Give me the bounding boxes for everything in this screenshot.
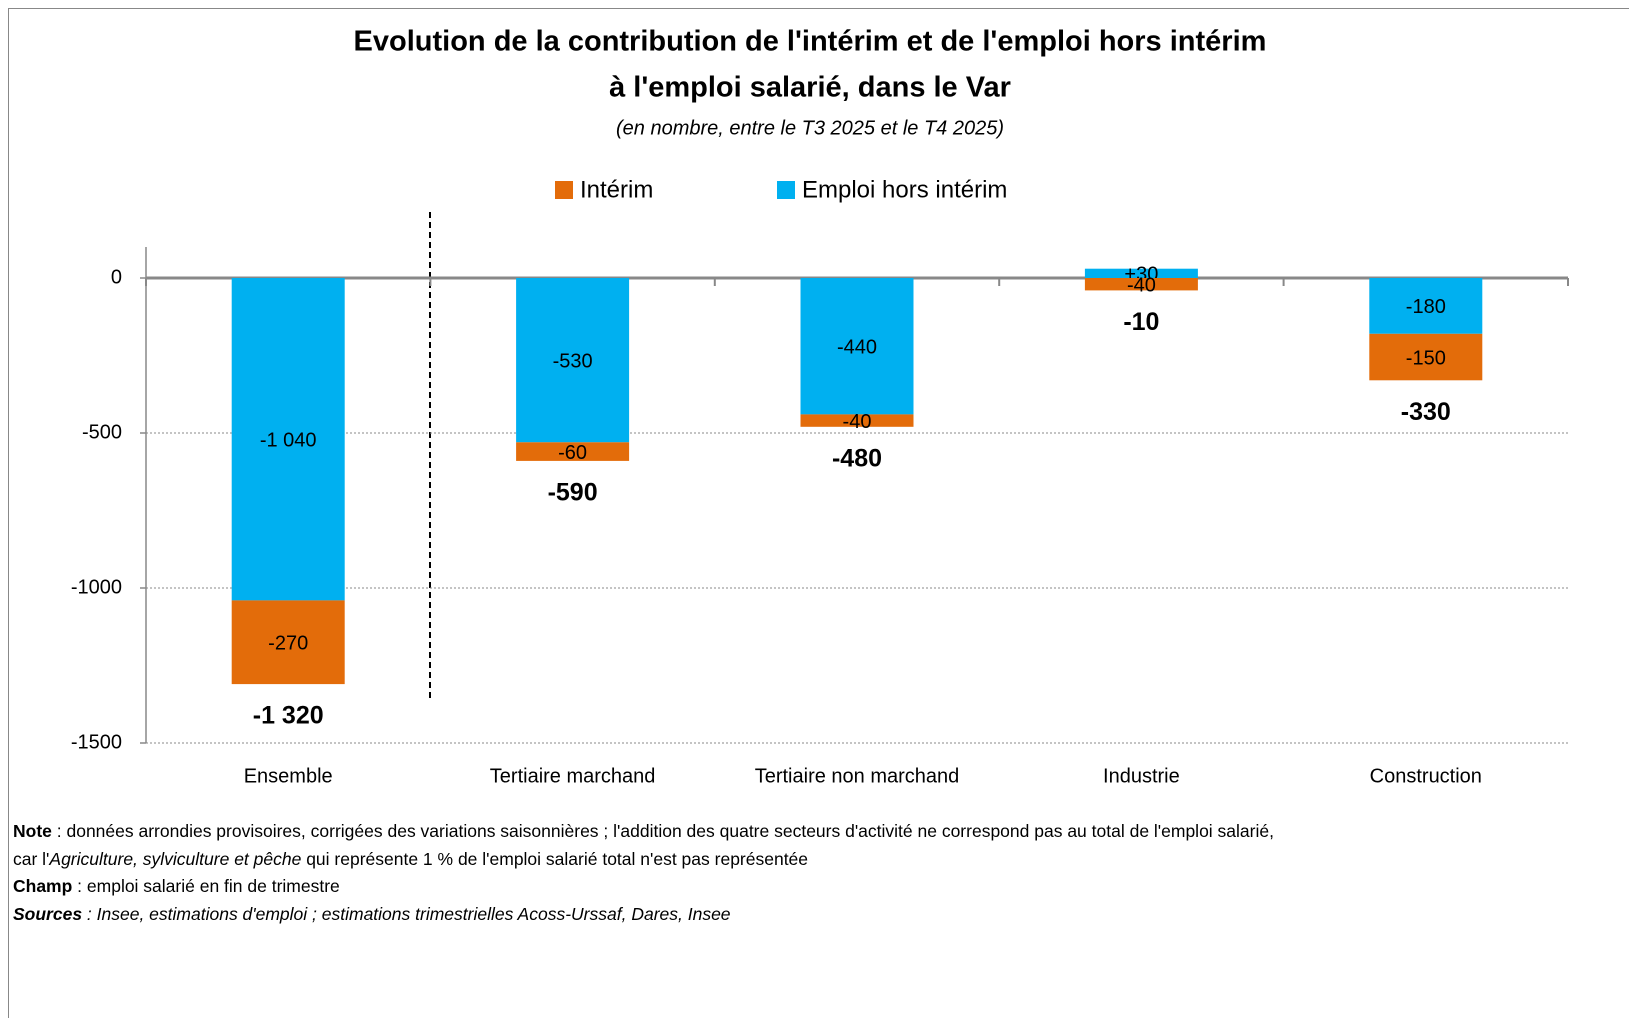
total-label: -480 [832, 444, 882, 472]
bar-segment [1369, 278, 1483, 334]
y-tick-label: -1500 [71, 731, 122, 753]
x-tick-label: Industrie [1103, 765, 1180, 787]
champ-text: : emploi salarié en fin de trimestre [72, 876, 340, 896]
legend-label: Emploi hors intérim [802, 176, 1007, 203]
chart-title: Evolution de la contribution de l'intéri… [354, 26, 1267, 58]
x-tick-label: Tertiaire non marchand [755, 765, 960, 787]
value-label: -1 040 [260, 429, 317, 451]
note-text: : données arrondies provisoires, corrigé… [51, 821, 1274, 841]
sources-line: Sources : Insee, estimations d'emploi ; … [13, 901, 1274, 929]
chart-subtitle: (en nombre, entre le T3 2025 et le T4 20… [616, 117, 1004, 139]
x-tick-label: Ensemble [244, 765, 333, 787]
bar-segment [516, 278, 630, 443]
value-label: -530 [553, 350, 593, 372]
value-label: -40 [1127, 274, 1156, 296]
x-tick-label: Tertiaire marchand [490, 765, 656, 787]
total-label: -590 [548, 479, 598, 507]
bar-segment [800, 278, 914, 415]
y-tick-label: 0 [111, 266, 122, 288]
bar-segment [1369, 333, 1483, 381]
champ-line: Champ : emploi salarié en fin de trimest… [13, 873, 1274, 901]
champ-label: Champ [13, 876, 73, 896]
footer: Note : données arrondies provisoires, co… [13, 818, 1274, 928]
note-label: Note [13, 821, 52, 841]
value-label: -150 [1406, 347, 1446, 369]
value-label: -440 [837, 336, 877, 358]
total-label: -1 320 [253, 702, 324, 730]
bar-segment [1084, 278, 1198, 291]
note-italic: Agriculture, sylviculture et pêche [49, 848, 302, 869]
legend-label: Intérim [580, 176, 653, 203]
chart-title: à l'emploi salarié, dans le Var [609, 72, 1011, 104]
value-label: -270 [268, 633, 308, 655]
y-tick-label: -1000 [71, 576, 122, 598]
sources-label: Sources [13, 903, 83, 924]
note-line: car l'Agriculture, sylviculture et pêche… [13, 846, 1274, 874]
legend-swatch [777, 181, 795, 199]
x-tick-label: Construction [1370, 765, 1482, 787]
bar-segment [800, 414, 914, 427]
note-text: car l' [13, 848, 50, 869]
value-label: -40 [843, 411, 872, 433]
bar-segment [1084, 268, 1198, 278]
bar-segment [231, 278, 345, 601]
legend-swatch [555, 181, 573, 199]
note-text: qui représente 1 % de l'emploi salarié t… [301, 848, 809, 869]
bar-segment [516, 442, 630, 461]
total-label: -330 [1401, 398, 1451, 426]
bar-segment [231, 600, 345, 685]
value-label: -60 [558, 442, 587, 464]
sources-text: : Insee, estimations d'emploi ; estimati… [82, 903, 731, 924]
note-line: Note : données arrondies provisoires, co… [13, 818, 1274, 846]
value-label: -180 [1406, 296, 1446, 318]
total-label: -10 [1123, 308, 1159, 336]
frame [8, 8, 1629, 1018]
y-tick-label: -500 [82, 421, 122, 443]
